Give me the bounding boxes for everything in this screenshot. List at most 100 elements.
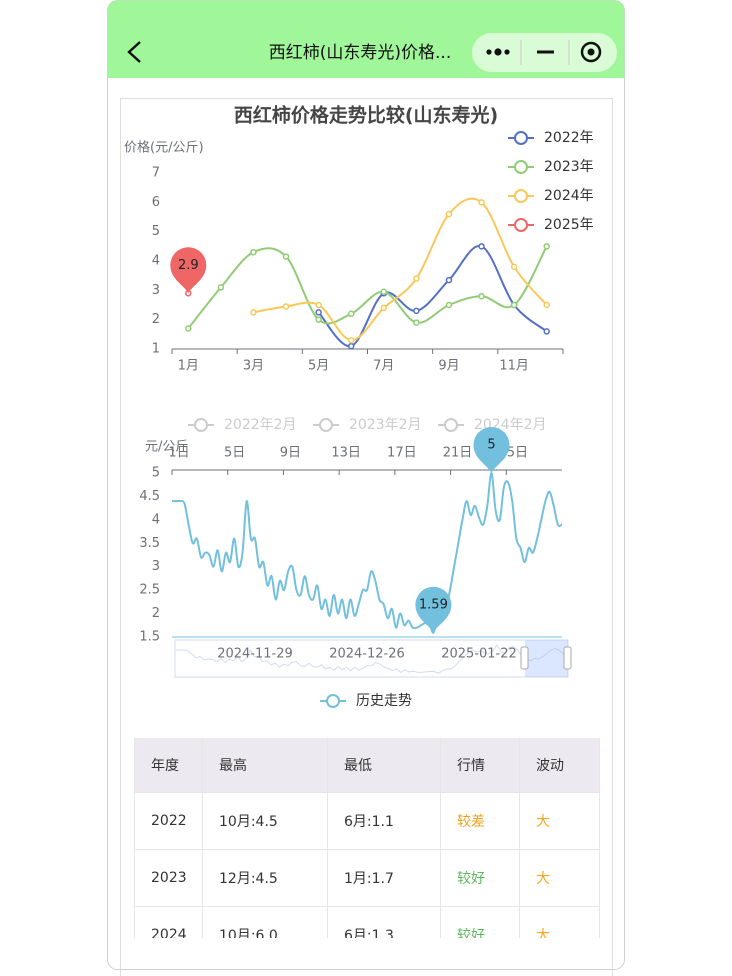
table-cell: 6月:1.3	[328, 907, 441, 938]
table-cell: 2022	[134, 793, 203, 849]
data-point	[543, 301, 550, 309]
legend-icon	[326, 694, 340, 708]
legend-icon	[514, 131, 528, 145]
data-point	[413, 275, 420, 282]
data-point	[282, 303, 290, 310]
legend-icon	[319, 418, 333, 432]
mark-pin	[170, 247, 207, 294]
legend-icon	[444, 418, 458, 432]
header-cell: 波动	[520, 738, 600, 792]
y-tick-label: 1.5	[139, 630, 160, 645]
data-point	[413, 307, 420, 315]
data-point	[478, 243, 485, 250]
mark-pin-label: 5	[487, 438, 495, 453]
x-tick-label: 2024-11-29	[217, 647, 293, 662]
mark-pin-label: 1.59	[419, 597, 448, 612]
data-point	[347, 336, 355, 344]
header-cell: 最低	[328, 738, 441, 792]
chart-title: 西红柿价格走势比较(山东寿光)	[234, 104, 498, 127]
y-tick-label: 3.5	[139, 536, 160, 551]
header-cell: 行情	[441, 738, 520, 792]
legend-icon	[514, 218, 528, 232]
y-tick-label: 3	[152, 283, 160, 298]
legend-icon	[514, 189, 528, 203]
legend-label: 2024年	[544, 188, 594, 204]
data-point	[315, 301, 322, 309]
y-tick-label: 4	[152, 512, 160, 527]
data-point	[347, 310, 355, 318]
data-point	[510, 301, 518, 309]
data-point	[380, 304, 388, 312]
table-cell: 较好	[441, 907, 520, 938]
data-point	[250, 248, 257, 256]
more-button[interactable]	[486, 48, 510, 56]
data-point	[445, 276, 453, 284]
data-point	[510, 263, 518, 271]
legend-label: 历史走势	[356, 693, 412, 709]
legend-label: 2023年2月	[349, 417, 422, 433]
minimize-button[interactable]	[537, 50, 554, 54]
table-cell: 10月:4.5	[203, 793, 328, 849]
data-point	[478, 199, 485, 206]
y-tick-label: 7	[152, 166, 160, 181]
table-cell: 6月:1.1	[328, 793, 441, 849]
table-row: 2024 10月:6.0 6月:1.3 较好大	[134, 907, 600, 938]
close-button[interactable]	[580, 41, 602, 63]
data-point	[315, 316, 322, 323]
y-tick-label: 2	[152, 312, 160, 327]
x-tick-label: 1月	[178, 359, 199, 374]
data-point	[445, 301, 453, 309]
y-tick-label: 1	[152, 342, 160, 357]
legend-label: 2022年	[544, 130, 594, 146]
slider-window	[525, 640, 568, 677]
y-tick-label: 5	[152, 466, 160, 481]
y-axis-label: 元/公斤	[145, 440, 188, 455]
y-tick-label: 2	[152, 606, 160, 621]
mark-pin-label: 2.9	[178, 258, 199, 273]
slider-handle	[520, 646, 529, 670]
x-tick-label: 2025-01-22	[441, 647, 517, 662]
x-tick-label: 5月	[308, 359, 329, 374]
header-cell: 年度	[134, 738, 203, 792]
data-point	[250, 309, 257, 316]
series-line	[317, 245, 548, 348]
nav-title: 西红柿(山东寿光)价格...	[269, 43, 451, 63]
series-line	[253, 197, 548, 342]
table-cell: 10月:6.0	[203, 907, 328, 938]
stats-table: 年度 最高 最低 行情 波动 2022 10月:4.5 6月:1.1 较差大 2023 12月:4.…	[134, 738, 600, 938]
table-cell: 2023	[134, 850, 203, 906]
data-point	[380, 288, 388, 296]
top-tick-label: 21日	[443, 446, 473, 461]
x-tick-label: 2024-12-26	[329, 647, 405, 662]
top-tick-label: 5日	[224, 446, 245, 461]
data-point	[347, 342, 355, 350]
y-tick-label: 3	[152, 559, 160, 574]
y-tick-label: 6	[152, 195, 160, 210]
table-cell: 2024	[134, 907, 203, 938]
legend-label: 2022年2月	[224, 417, 297, 433]
legend-icon	[514, 160, 528, 174]
table-row: 2022 10月:4.5 6月:1.1 较差大	[134, 793, 600, 850]
table-cell: 较差	[441, 793, 520, 849]
y-tick-label: 2.5	[139, 583, 160, 598]
table-cell: 大	[520, 793, 600, 849]
top-tick-label: 1日	[168, 446, 189, 461]
data-point	[185, 325, 192, 332]
table-cell: 较好	[441, 850, 520, 906]
data-point	[478, 292, 485, 300]
data-point	[315, 309, 322, 316]
data-point	[413, 319, 420, 326]
top-tick-label: 9日	[280, 446, 301, 461]
x-tick-label: 7月	[373, 359, 394, 374]
series-line	[172, 471, 563, 634]
mark-pin	[415, 586, 452, 633]
top-tick-label: 13日	[331, 446, 361, 461]
y-tick-label: 4	[152, 254, 160, 269]
table-row: 2023 12月:4.5 1月:1.7 较好大	[134, 850, 600, 907]
data-point	[217, 284, 225, 291]
legend-icon	[194, 418, 208, 432]
back-button[interactable]	[127, 41, 141, 63]
top-tick-label: 17日	[387, 446, 417, 461]
x-tick-label: 11月	[499, 359, 529, 374]
